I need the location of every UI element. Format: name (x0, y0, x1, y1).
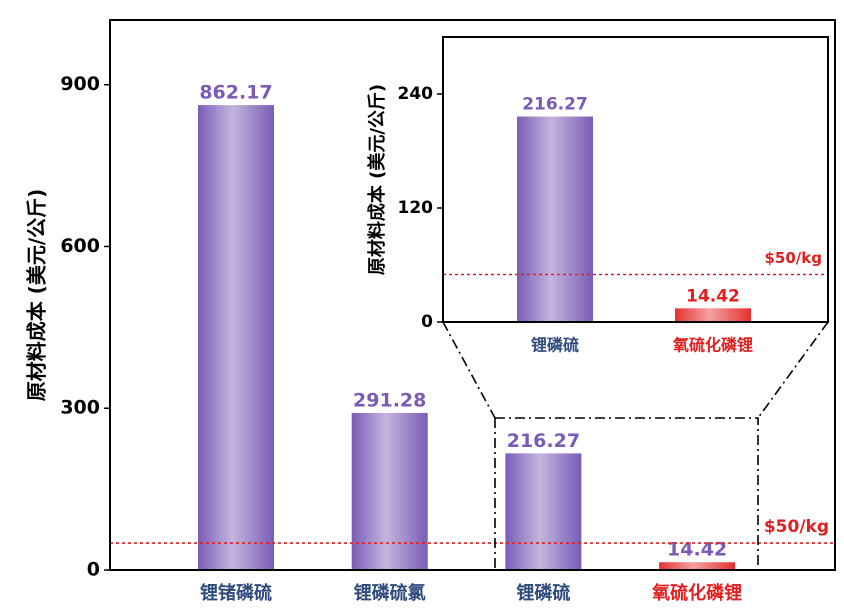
main-chart: 原材料成本 (美元/公斤) 0 300 600 900 862.17 锂锗磷硫 291.28 锂… (25, 19, 836, 604)
bar (198, 105, 274, 571)
reference-label: $50/kg (764, 249, 822, 267)
inset-chart: 原材料成本 (美元/公斤) 0 120 240 216.27 锂磷硫 14.42 氧硫化磷锂 $… (366, 36, 829, 355)
value-label: 216.27 (522, 95, 588, 115)
bar (659, 562, 736, 570)
x-tick-label: 锂磷硫 (531, 336, 579, 355)
value-label: 291.28 (353, 389, 426, 411)
x-tick-label: 氧硫化磷锂 (672, 336, 753, 355)
zoom-indicator (442, 321, 829, 571)
x-tick-label: 锂磷硫氯 (354, 582, 426, 604)
bar (675, 308, 751, 322)
y-tick-label: 900 (60, 73, 100, 95)
y-tick-label: 240 (398, 84, 434, 104)
inset-background (443, 37, 828, 322)
y-tick-label: 0 (421, 312, 433, 332)
y-axis-label: 原材料成本 (美元/公斤) (366, 84, 388, 275)
x-tick-label: 氧硫化磷锂 (651, 582, 742, 604)
reference-label: $50/kg (764, 517, 829, 537)
value-label: 216.27 (507, 430, 580, 452)
bar (505, 453, 582, 570)
y-tick-label: 600 (60, 235, 100, 257)
x-tick-label: 锂磷硫 (516, 582, 570, 604)
y-tick-label: 120 (398, 198, 434, 218)
axes-frame (109, 19, 836, 571)
y-tick-label: 0 (87, 559, 100, 581)
bar (351, 412, 428, 570)
value-label: 14.42 (667, 539, 727, 561)
axes-frame (442, 36, 829, 323)
zoom-connector (757, 321, 829, 419)
bar (517, 116, 593, 322)
zoom-connector (442, 321, 496, 419)
value-label: 862.17 (199, 82, 272, 104)
y-tick-label: 300 (60, 397, 100, 419)
zoom-box (494, 417, 759, 571)
x-tick-label: 锂锗磷硫 (200, 582, 272, 604)
y-axis-label: 原材料成本 (美元/公斤) (25, 189, 49, 402)
value-label: 14.42 (686, 286, 740, 306)
